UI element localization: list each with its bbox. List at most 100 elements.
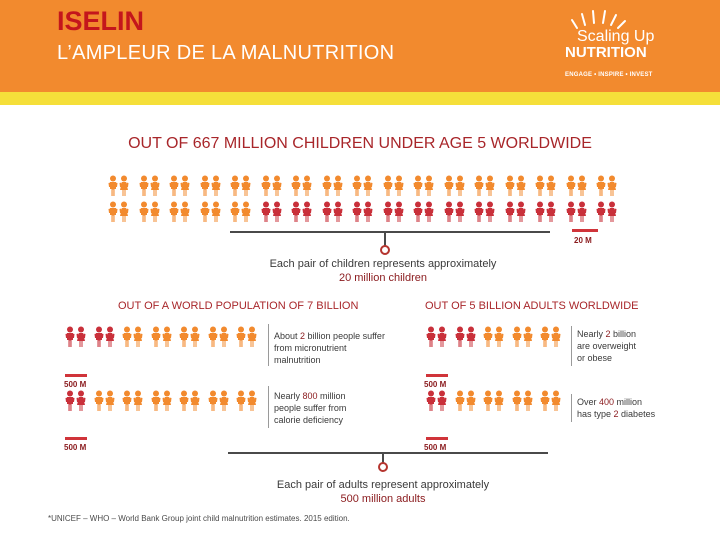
child-figure bbox=[352, 175, 362, 197]
world-note1-divider bbox=[268, 324, 269, 366]
adult-figure bbox=[512, 390, 522, 412]
child-figure bbox=[180, 201, 190, 223]
child-figure bbox=[383, 201, 393, 223]
world-note2-prefix: Nearly bbox=[274, 391, 303, 401]
adults-note2-divider bbox=[571, 394, 572, 422]
child-figure bbox=[119, 201, 129, 223]
world-person-figure bbox=[105, 326, 115, 348]
child-figure bbox=[150, 201, 160, 223]
child-figure bbox=[596, 175, 606, 197]
child-figure bbox=[596, 201, 606, 223]
children-scale-label: 20 M bbox=[574, 236, 592, 245]
adults-note2-line2-prefix: has type bbox=[577, 409, 614, 419]
child-figure bbox=[230, 201, 240, 223]
child-figure bbox=[363, 201, 373, 223]
adult-figure bbox=[483, 326, 493, 348]
world-note1-line2: from micronutrient bbox=[274, 343, 347, 353]
child-figure bbox=[516, 201, 526, 223]
world-person-figure bbox=[236, 326, 246, 348]
world-heading: OUT OF A WORLD POPULATION OF 7 BILLION bbox=[118, 300, 359, 312]
world-person-figure bbox=[94, 390, 104, 412]
footnote: *UNICEF – WHO – World Bank Group joint c… bbox=[48, 514, 350, 523]
child-figure bbox=[566, 175, 576, 197]
adults-scale-label-2: 500 M bbox=[424, 443, 447, 452]
child-figure bbox=[535, 175, 545, 197]
world-person-figure bbox=[65, 390, 75, 412]
adults-heading: OUT OF 5 BILLION ADULTS WORLDWIDE bbox=[425, 300, 639, 312]
adult-figure bbox=[455, 326, 465, 348]
adults-scale-bar-1 bbox=[426, 374, 448, 377]
adult-figure bbox=[455, 390, 465, 412]
child-figure bbox=[394, 175, 404, 197]
child-figure bbox=[211, 175, 221, 197]
world-person-figure bbox=[219, 326, 229, 348]
children-bracket-stem bbox=[384, 232, 386, 246]
world-person-figure bbox=[190, 326, 200, 348]
adults-bracket-dot bbox=[378, 462, 388, 472]
child-figure bbox=[169, 175, 179, 197]
adults-note2: Over 400 million has type 2 diabetes bbox=[577, 396, 687, 420]
adult-figure bbox=[437, 326, 447, 348]
adult-figure bbox=[512, 326, 522, 348]
child-figure bbox=[383, 175, 393, 197]
child-figure bbox=[505, 201, 515, 223]
adult-figure bbox=[483, 390, 493, 412]
child-figure bbox=[169, 201, 179, 223]
child-figure bbox=[444, 175, 454, 197]
world-person-figure bbox=[133, 390, 143, 412]
world-note2-divider bbox=[268, 386, 269, 428]
world-person-figure bbox=[179, 326, 189, 348]
world-person-figure bbox=[133, 326, 143, 348]
child-figure bbox=[505, 175, 515, 197]
world-person-figure bbox=[247, 390, 257, 412]
adults-note1-line3: or obese bbox=[577, 353, 613, 363]
child-figure bbox=[200, 201, 210, 223]
child-figure bbox=[535, 201, 545, 223]
world-scale-label-1: 500 M bbox=[64, 380, 87, 389]
children-caption: Each pair of children represents approxi… bbox=[180, 257, 586, 285]
adult-figure bbox=[540, 326, 550, 348]
world-person-figure bbox=[162, 326, 172, 348]
adult-figure bbox=[494, 390, 504, 412]
adults-caption-line1: Each pair of adults represent approximat… bbox=[276, 479, 490, 491]
child-figure bbox=[139, 201, 149, 223]
child-figure bbox=[333, 175, 343, 197]
children-heading: OUT OF 667 MILLION CHILDREN UNDER AGE 5 … bbox=[128, 135, 592, 152]
world-person-figure bbox=[247, 326, 257, 348]
adults-note1-prefix: Nearly bbox=[577, 329, 606, 339]
adult-figure bbox=[426, 390, 436, 412]
child-figure bbox=[108, 201, 118, 223]
adult-figure bbox=[466, 390, 476, 412]
child-figure bbox=[200, 175, 210, 197]
children-bracket-dot bbox=[380, 245, 390, 255]
header-strip bbox=[0, 92, 720, 105]
world-note1: About 2 billion people suffer from micro… bbox=[274, 330, 414, 366]
adult-figure bbox=[426, 326, 436, 348]
world-person-figure bbox=[65, 326, 75, 348]
world-person-figure bbox=[76, 326, 86, 348]
child-figure bbox=[291, 201, 301, 223]
world-note2: Nearly 800 million people suffer from ca… bbox=[274, 390, 414, 426]
page-title: ISELIN bbox=[57, 6, 145, 36]
children-caption-line2: 20 million children bbox=[338, 272, 428, 284]
world-person-figure bbox=[219, 390, 229, 412]
world-note2-line3: calorie deficiency bbox=[274, 415, 344, 425]
child-figure bbox=[444, 201, 454, 223]
child-figure bbox=[322, 175, 332, 197]
child-figure bbox=[363, 175, 373, 197]
world-note2-highlight: 800 bbox=[302, 391, 318, 401]
child-figure bbox=[261, 201, 271, 223]
child-figure bbox=[302, 201, 312, 223]
child-figure bbox=[577, 201, 587, 223]
world-note2-line2: people suffer from bbox=[274, 403, 347, 413]
child-figure bbox=[272, 201, 282, 223]
child-figure bbox=[455, 201, 465, 223]
world-note1-line3: malnutrition bbox=[274, 355, 321, 365]
child-figure bbox=[577, 175, 587, 197]
child-figure bbox=[516, 175, 526, 197]
children-caption-line1: Each pair of children represents approxi… bbox=[269, 258, 497, 270]
adults-note1-highlight: 2 bbox=[605, 329, 611, 339]
adults-bracket-stem bbox=[382, 453, 384, 463]
child-figure bbox=[455, 175, 465, 197]
child-figure bbox=[424, 201, 434, 223]
